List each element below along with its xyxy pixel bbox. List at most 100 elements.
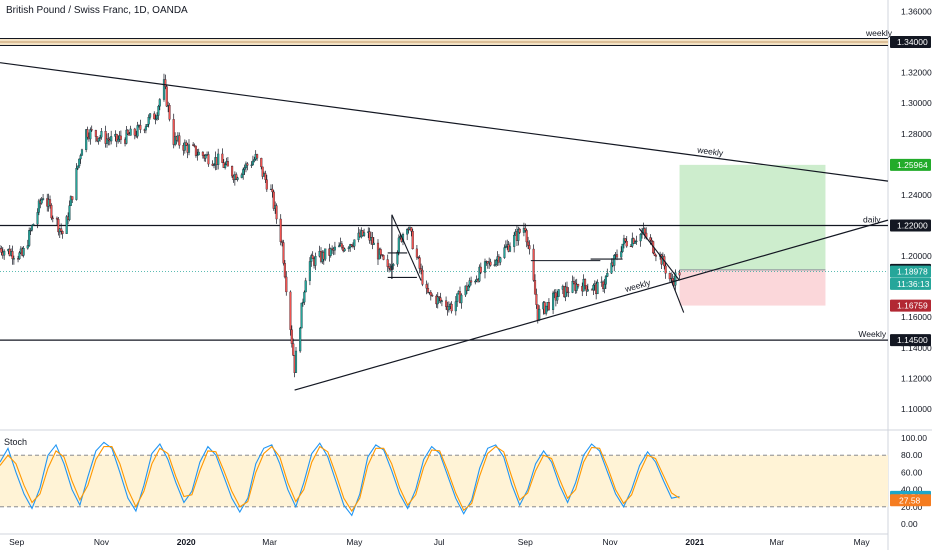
candle (153, 113, 156, 120)
candle (55, 217, 59, 220)
candle (347, 247, 350, 250)
price-tag-label: 1.16759 (897, 301, 928, 311)
candle (117, 138, 120, 142)
candle (635, 240, 638, 242)
level-label: weekly (865, 28, 893, 38)
candle (217, 153, 220, 165)
candle (308, 261, 311, 281)
candle (495, 259, 498, 265)
stoch-k-line (0, 441, 680, 517)
candle (283, 263, 286, 278)
candle (285, 276, 288, 293)
time-tick-label: Sep (518, 537, 533, 547)
time-tick-label: May (346, 537, 363, 547)
candle (94, 130, 97, 137)
price-tick-label: 1.28000 (901, 129, 932, 139)
candle (584, 279, 587, 286)
candle (304, 280, 307, 293)
candle (162, 79, 166, 100)
candle (343, 248, 346, 252)
time-tick-label: Mar (770, 537, 785, 547)
candle (197, 151, 200, 156)
candle (75, 168, 78, 200)
candle (411, 231, 414, 250)
candle (303, 291, 306, 303)
candle (450, 303, 453, 312)
candle (610, 262, 613, 274)
candle (299, 327, 302, 352)
candle (281, 241, 284, 243)
candle (397, 237, 400, 253)
candle (527, 241, 530, 246)
candle (126, 129, 129, 135)
candle (147, 117, 150, 125)
candle (174, 136, 177, 145)
candle (418, 257, 421, 269)
time-tick-label: Mar (262, 537, 277, 547)
price-tick-label: 1.32000 (901, 68, 932, 78)
candle (290, 329, 293, 344)
candle (460, 294, 463, 304)
candle (625, 241, 628, 247)
candle (50, 205, 53, 219)
candle (125, 129, 128, 144)
time-tick-label: Nov (94, 537, 110, 547)
candle (518, 228, 521, 233)
candle (68, 205, 71, 220)
candle (324, 248, 327, 260)
candle (201, 151, 204, 156)
candle (85, 129, 88, 150)
candle (634, 241, 637, 244)
candle (11, 251, 14, 260)
candle (65, 216, 68, 234)
candle (154, 118, 157, 120)
candle (28, 230, 31, 246)
candle (643, 228, 646, 234)
candle (596, 282, 599, 295)
price-tag-label: 1.22000 (897, 220, 928, 230)
candle (575, 284, 578, 291)
candle (204, 155, 207, 159)
candle (532, 248, 535, 281)
candle (572, 281, 575, 284)
candle (61, 231, 64, 234)
candle (253, 159, 256, 162)
candle (79, 155, 82, 160)
candle (454, 301, 457, 312)
time-tick-label: 2021 (685, 537, 704, 547)
price-tag (890, 299, 931, 312)
candle (586, 289, 589, 292)
trendline (294, 219, 889, 391)
candle (251, 160, 254, 166)
stoch-tick-label: 60.00 (901, 467, 923, 477)
candle (158, 99, 161, 107)
stoch-tick-label: 20.00 (901, 502, 923, 512)
candle (3, 250, 6, 256)
trendline-label: weekly (696, 145, 725, 159)
candles-group (0, 73, 681, 378)
candle (105, 138, 109, 144)
candle (194, 145, 197, 156)
candle (622, 238, 626, 245)
candle (187, 144, 191, 153)
candle (69, 196, 72, 206)
stoch-tick-label: 100.00 (901, 433, 927, 443)
candle (567, 291, 570, 293)
candle (620, 251, 623, 258)
candle (621, 243, 624, 252)
candle (649, 237, 652, 241)
price-tag-label: 11:36:13 (897, 279, 930, 289)
candle (535, 294, 538, 305)
candle (545, 305, 548, 314)
candle (235, 174, 238, 180)
candle (483, 261, 487, 273)
candle (533, 280, 537, 295)
candle (447, 306, 450, 311)
candle (671, 278, 674, 281)
candle (479, 266, 482, 273)
candle (168, 105, 171, 120)
candle (311, 255, 314, 259)
pattern-drawing (638, 228, 680, 281)
candle (30, 225, 34, 231)
